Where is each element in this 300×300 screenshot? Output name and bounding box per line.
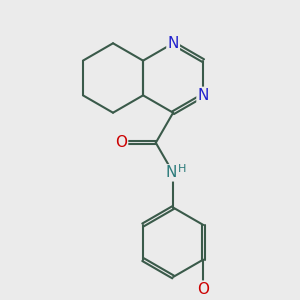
Text: O: O	[115, 135, 127, 150]
Text: N: N	[167, 36, 179, 51]
Text: N: N	[197, 88, 209, 103]
Text: H: H	[178, 164, 187, 174]
Text: O: O	[197, 282, 209, 297]
Text: N: N	[165, 165, 176, 180]
